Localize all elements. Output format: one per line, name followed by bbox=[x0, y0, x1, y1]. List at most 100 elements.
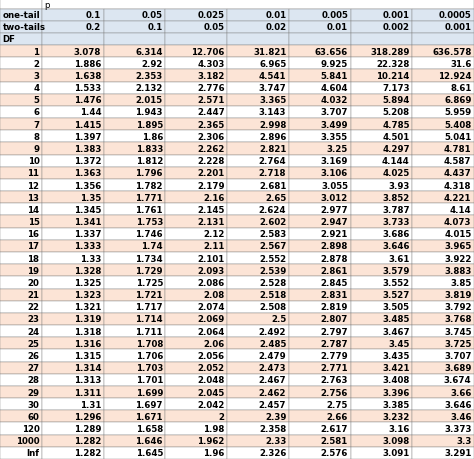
Text: 2.179: 2.179 bbox=[197, 181, 225, 190]
Text: 3.552: 3.552 bbox=[383, 278, 410, 287]
Text: 2.145: 2.145 bbox=[197, 206, 225, 214]
Text: 0.01: 0.01 bbox=[327, 23, 348, 33]
Bar bbox=[227, 192, 289, 204]
Bar bbox=[0, 22, 42, 34]
Text: 1.98: 1.98 bbox=[203, 424, 225, 433]
Bar bbox=[104, 168, 165, 179]
Text: 2.528: 2.528 bbox=[259, 278, 286, 287]
Text: one-tail: one-tail bbox=[2, 11, 40, 21]
Text: 3.792: 3.792 bbox=[444, 302, 472, 312]
Text: 2.998: 2.998 bbox=[259, 120, 286, 129]
Bar bbox=[0, 70, 42, 82]
Bar bbox=[227, 423, 289, 435]
Bar bbox=[165, 386, 227, 398]
Bar bbox=[0, 119, 42, 131]
Text: 6: 6 bbox=[34, 108, 39, 117]
Bar bbox=[104, 143, 165, 155]
Text: 28: 28 bbox=[27, 375, 39, 385]
Text: 1.289: 1.289 bbox=[74, 424, 101, 433]
Bar bbox=[227, 252, 289, 264]
Text: 2.093: 2.093 bbox=[197, 266, 225, 275]
Text: 1.311: 1.311 bbox=[74, 388, 101, 397]
Text: 3.46: 3.46 bbox=[450, 412, 472, 421]
Text: 27: 27 bbox=[27, 364, 39, 372]
Bar bbox=[412, 155, 474, 168]
Text: 1.363: 1.363 bbox=[74, 169, 101, 178]
Bar bbox=[351, 313, 412, 325]
Text: 5.959: 5.959 bbox=[444, 108, 472, 117]
Bar bbox=[351, 337, 412, 350]
Bar bbox=[351, 289, 412, 301]
Bar bbox=[42, 82, 104, 95]
Text: 1.886: 1.886 bbox=[74, 60, 101, 68]
Text: 10.214: 10.214 bbox=[376, 72, 410, 81]
Text: 18: 18 bbox=[27, 254, 39, 263]
Bar bbox=[412, 131, 474, 143]
Bar bbox=[412, 374, 474, 386]
Text: 8: 8 bbox=[34, 133, 39, 141]
Text: 1000: 1000 bbox=[16, 437, 39, 445]
Text: 1.646: 1.646 bbox=[136, 437, 163, 445]
Bar bbox=[351, 264, 412, 277]
Text: 0.002: 0.002 bbox=[383, 23, 410, 33]
Text: 2.447: 2.447 bbox=[197, 108, 225, 117]
Bar bbox=[351, 398, 412, 410]
Text: 60: 60 bbox=[27, 412, 39, 421]
Text: 2.056: 2.056 bbox=[198, 351, 225, 360]
Bar bbox=[0, 192, 42, 204]
Bar bbox=[289, 70, 351, 82]
Text: 2.5: 2.5 bbox=[271, 315, 286, 324]
Text: 3.646: 3.646 bbox=[383, 242, 410, 251]
Bar bbox=[104, 325, 165, 337]
Text: 7: 7 bbox=[33, 120, 39, 129]
Text: 2.797: 2.797 bbox=[320, 327, 348, 336]
Text: 1.314: 1.314 bbox=[74, 364, 101, 372]
Text: 3.098: 3.098 bbox=[383, 437, 410, 445]
Text: 1.282: 1.282 bbox=[74, 448, 101, 458]
Bar bbox=[104, 95, 165, 106]
Text: 2.831: 2.831 bbox=[321, 291, 348, 299]
Bar bbox=[351, 447, 412, 459]
Bar bbox=[351, 435, 412, 447]
Bar bbox=[351, 216, 412, 228]
Bar bbox=[42, 410, 104, 423]
Text: 4.14: 4.14 bbox=[450, 206, 472, 214]
Bar bbox=[351, 277, 412, 289]
Bar bbox=[227, 34, 289, 46]
Bar bbox=[412, 70, 474, 82]
Bar bbox=[165, 58, 227, 70]
Text: 0.005: 0.005 bbox=[321, 11, 348, 21]
Bar bbox=[165, 143, 227, 155]
Text: 22.328: 22.328 bbox=[376, 60, 410, 68]
Bar bbox=[104, 423, 165, 435]
Bar bbox=[412, 82, 474, 95]
Bar bbox=[0, 374, 42, 386]
Bar bbox=[289, 192, 351, 204]
Bar bbox=[104, 313, 165, 325]
Bar bbox=[0, 46, 42, 58]
Bar bbox=[227, 313, 289, 325]
Bar bbox=[289, 46, 351, 58]
Text: 4.501: 4.501 bbox=[383, 133, 410, 141]
Bar bbox=[289, 143, 351, 155]
Bar bbox=[227, 228, 289, 241]
Bar bbox=[412, 58, 474, 70]
Text: 0.025: 0.025 bbox=[198, 11, 225, 21]
Bar bbox=[412, 22, 474, 34]
Bar bbox=[351, 228, 412, 241]
Bar bbox=[0, 447, 42, 459]
Bar bbox=[0, 155, 42, 168]
Bar bbox=[412, 313, 474, 325]
Text: 3.078: 3.078 bbox=[74, 47, 101, 56]
Text: 16: 16 bbox=[27, 230, 39, 239]
Bar bbox=[0, 325, 42, 337]
Bar bbox=[42, 398, 104, 410]
Text: 1.35: 1.35 bbox=[80, 193, 101, 202]
Text: 3.45: 3.45 bbox=[388, 339, 410, 348]
Text: 3.707: 3.707 bbox=[320, 108, 348, 117]
Bar bbox=[412, 264, 474, 277]
Text: 3.16: 3.16 bbox=[388, 424, 410, 433]
Bar bbox=[0, 179, 42, 192]
Bar bbox=[412, 447, 474, 459]
Text: 3.707: 3.707 bbox=[444, 351, 472, 360]
